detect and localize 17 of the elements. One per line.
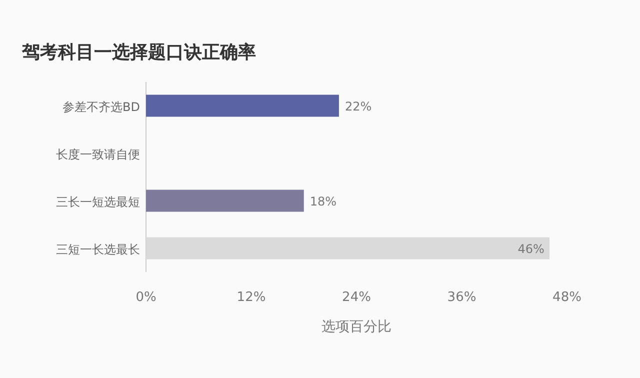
- y-tick-label: 长度一致请自便: [56, 147, 140, 162]
- x-tick-label: 48%: [552, 290, 582, 305]
- title: 驾考科目一选择题口诀正确率: [22, 42, 256, 63]
- data-label: 18%: [310, 194, 337, 208]
- bar: [146, 190, 304, 212]
- x-axis-title: 选项百分比: [322, 319, 392, 335]
- x-tick-label: 24%: [342, 290, 371, 305]
- bar: [146, 94, 339, 117]
- x-tick-label: 36%: [447, 290, 476, 305]
- data-label: 22%: [344, 99, 372, 114]
- x-tick-label: 12%: [236, 290, 266, 305]
- y-tick-label: 参差不齐选BD: [62, 100, 140, 114]
- data-label: 46%: [518, 242, 544, 256]
- y-tick-label: 三长一短选最短: [56, 194, 140, 209]
- x-tick-label: 0%: [136, 290, 156, 305]
- bar: [146, 237, 550, 260]
- y-tick-label: 三短一长选最长: [56, 242, 140, 256]
